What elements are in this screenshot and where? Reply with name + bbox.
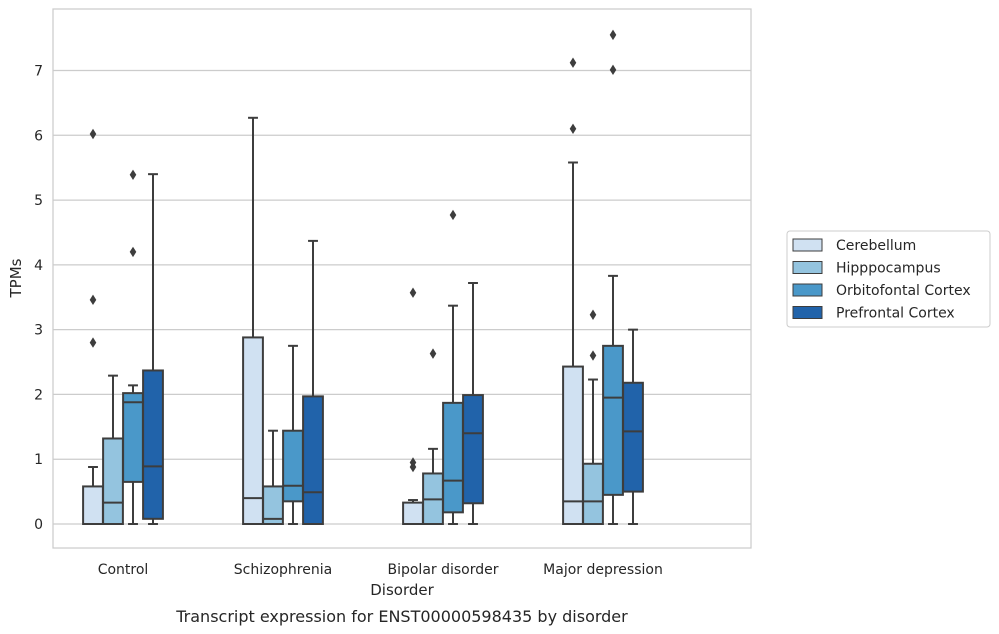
outlier-point [609,29,617,41]
box-iqr [122,392,144,483]
outlier-point [89,128,97,140]
box-iqr [622,381,644,493]
box-prefrontal-cortex [302,239,324,525]
box-prefrontal-cortex [622,328,644,525]
y-tick-label: 5 [34,193,43,209]
box-cerebellum [82,128,104,525]
outlier-point [409,287,417,298]
y-tick-label: 4 [34,258,43,274]
box-iqr [302,395,324,525]
grid-lines [53,69,751,525]
box-iqr [402,501,424,526]
box-cerebellum [562,57,584,525]
chart-caption: Transcript expression for ENST0000059843… [175,607,628,626]
y-tick-label: 6 [34,128,43,144]
outlier-point [129,246,137,258]
box-iqr [242,336,264,525]
legend-label: Prefrontal Cortex [836,306,955,322]
box-hipppocampus [422,348,444,525]
box-hipppocampus [102,374,124,525]
y-tick-label: 7 [34,64,43,80]
outlier-point [569,57,577,68]
box-iqr [282,429,304,503]
box-prefrontal-cortex [462,281,484,525]
outlier-point [429,348,437,359]
outlier-point [589,350,597,361]
box-prefrontal-cortex [142,173,164,525]
y-axis-label: TPMs [7,258,25,298]
x-tick-label: Bipolar disorder [387,562,498,578]
x-axis-ticks: Control Schizophrenia Bipolar disorder Majo… [98,562,663,578]
x-tick-label: Schizophrenia [234,562,332,578]
legend-swatch [792,306,823,319]
box-orbitofontal-cortex [602,29,624,525]
box-iqr [602,344,624,496]
box-hipppocampus [582,309,604,526]
outlier-point [589,309,597,320]
y-tick-label: 2 [34,387,43,403]
outlier-point [129,169,137,181]
outlier-point [569,123,577,135]
outlier-point [449,209,457,221]
box-iqr [442,401,464,514]
y-tick-label: 3 [34,323,43,339]
plot-frame [52,8,752,549]
box-iqr [82,485,104,525]
legend-label: Cerebellum [836,238,916,254]
y-axis-ticks: 0 1 2 3 4 5 6 7 [34,64,43,534]
outlier-point [89,294,97,306]
y-tick-label: 1 [34,452,43,468]
box-cerebellum [242,116,264,525]
legend-label: Orbitofontal Cortex [836,283,971,299]
legend-swatch [792,238,823,252]
x-axis-label: Disorder [370,581,434,599]
box-iqr [262,485,284,525]
box-iqr [462,394,484,505]
box-iqr [102,437,124,525]
box-orbitofontal-cortex [442,209,464,525]
x-tick-label: Control [98,562,149,578]
box-iqr [582,462,604,526]
box-hipppocampus [262,429,284,525]
outlier-point [609,64,617,76]
legend-swatch [792,283,823,297]
box-groups [82,29,644,526]
y-tick-label: 0 [34,517,43,533]
outlier-point [89,337,97,348]
legend: Cerebellum Hipppocampus Orbitofontal Corte… [786,230,991,328]
outlier-point [409,457,417,468]
legend-frame [786,230,991,328]
legend-swatch [792,261,823,274]
legend-label: Hipppocampus [836,261,941,277]
box-orbitofontal-cortex [282,344,304,525]
box-cerebellum [402,287,424,526]
x-tick-label: Major depression [543,562,663,578]
box-iqr [142,369,164,520]
box-iqr [562,365,584,525]
box-orbitofontal-cortex [122,169,144,525]
